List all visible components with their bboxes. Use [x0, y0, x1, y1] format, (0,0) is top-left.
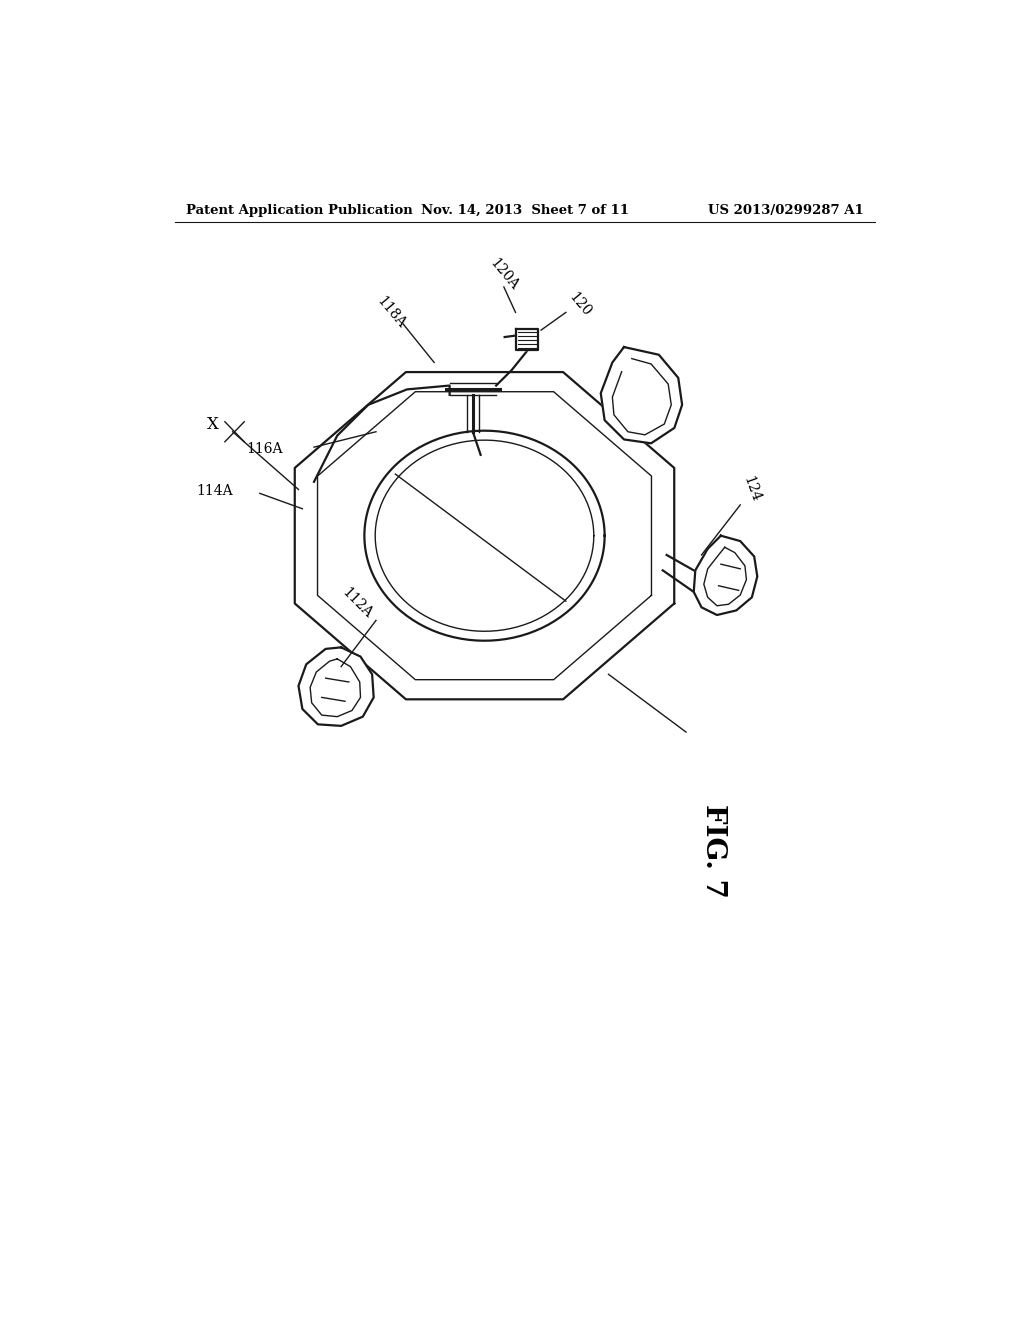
Text: FIG. 7: FIG. 7 — [699, 804, 727, 899]
Polygon shape — [299, 647, 374, 726]
Text: 118A: 118A — [375, 294, 409, 331]
Polygon shape — [365, 430, 604, 640]
Text: Patent Application Publication: Patent Application Publication — [186, 205, 413, 218]
Text: 124: 124 — [740, 475, 763, 504]
Polygon shape — [295, 372, 674, 700]
Text: US 2013/0299287 A1: US 2013/0299287 A1 — [709, 205, 864, 218]
Text: 114A: 114A — [196, 484, 232, 498]
Text: 120A: 120A — [486, 256, 521, 292]
Text: X: X — [207, 416, 219, 433]
Polygon shape — [601, 347, 682, 444]
Text: 120: 120 — [566, 290, 594, 319]
Text: 112A: 112A — [339, 585, 375, 620]
Text: Nov. 14, 2013  Sheet 7 of 11: Nov. 14, 2013 Sheet 7 of 11 — [421, 205, 629, 218]
Polygon shape — [516, 329, 538, 350]
Text: 116A: 116A — [247, 442, 283, 457]
Polygon shape — [693, 536, 758, 615]
